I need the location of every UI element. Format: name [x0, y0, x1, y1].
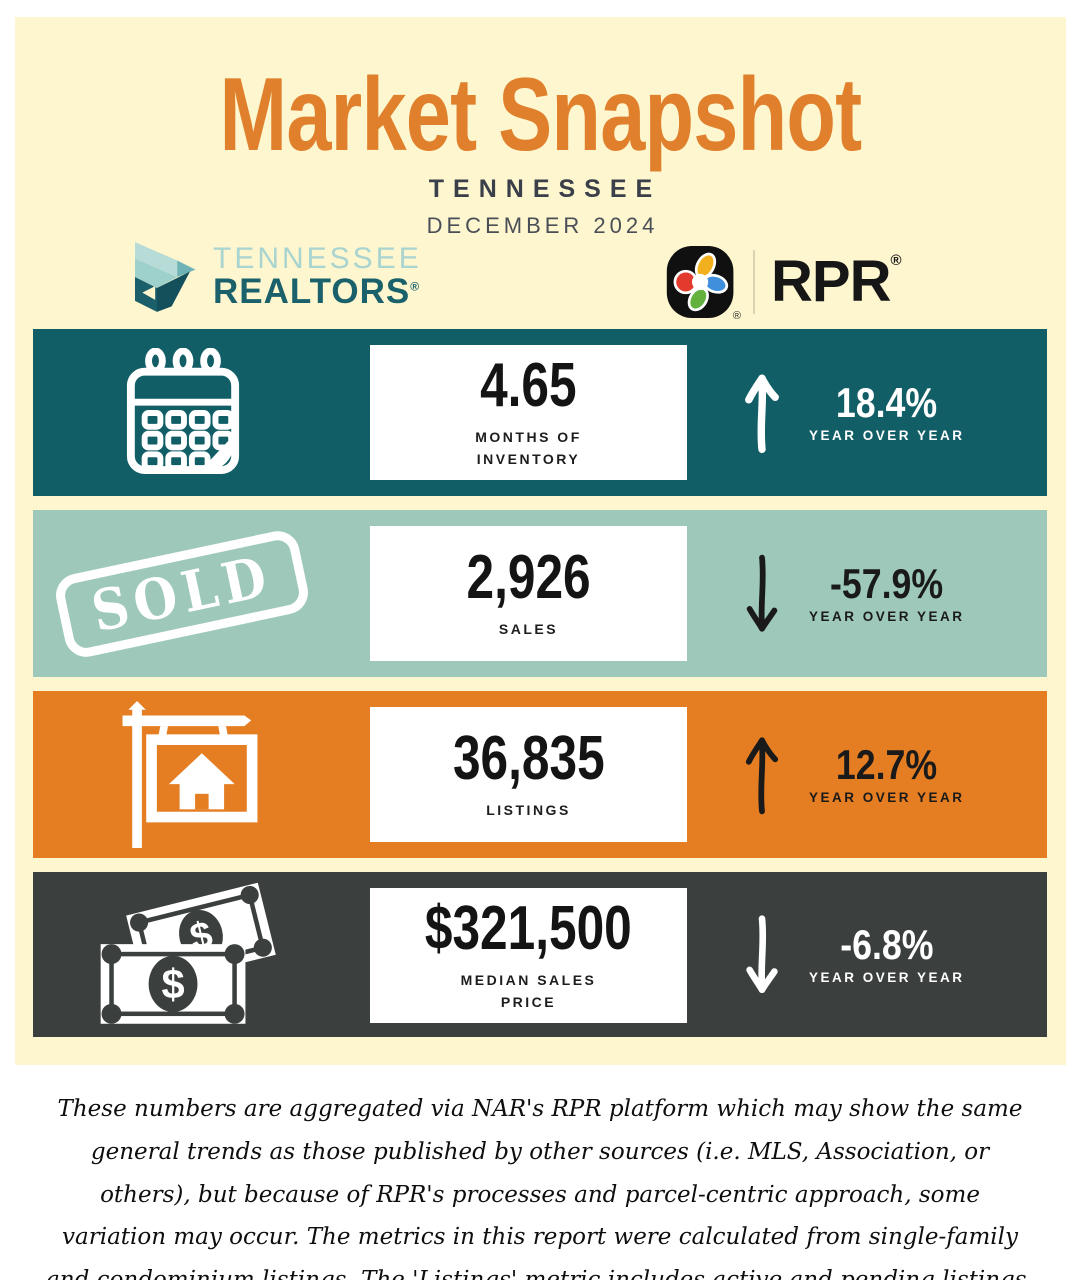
- dollar-glyph: $: [161, 960, 184, 1007]
- tn-logo-line1: TENNESSEE: [213, 241, 422, 275]
- tennessee-realtors-wordmark: TENNESSEE REALTORS®: [213, 243, 422, 311]
- page-title-text: Market Snapshot: [219, 57, 863, 173]
- region-label: TENNESSEE: [428, 175, 662, 203]
- up-arrow-icon: [743, 733, 781, 817]
- metric-change: 18.4% YEAR OVER YEAR: [809, 379, 965, 444]
- metric-value: $321,500: [425, 893, 632, 963]
- metric-value: 36,835: [452, 723, 605, 793]
- metric-row-sales: SOLD 2,926 SALES: [33, 510, 1047, 677]
- disclaimer-text: These numbers are aggregated via NAR's R…: [46, 1096, 1034, 1280]
- metric-card: 36,835 LISTINGS: [370, 707, 687, 842]
- period-label: DECEMBER 2024: [426, 213, 659, 238]
- metric-change: -6.8% YEAR OVER YEAR: [809, 921, 965, 986]
- metric-value: 4.65: [480, 350, 577, 420]
- tn-registered-mark: ®: [410, 279, 421, 294]
- metric-row-median-sales-price: $ $ $321,500 MEDIAN SALES PRICE: [33, 872, 1047, 1037]
- metric-change-percent: -6.8%: [840, 921, 934, 968]
- metric-label: SALES: [498, 620, 559, 637]
- metric-change-zone: 12.7% YEAR OVER YEAR: [687, 691, 1047, 858]
- page-title: Market Snapshot: [15, 57, 1066, 173]
- metric-change-label: YEAR OVER YEAR: [809, 970, 965, 985]
- metric-label: MEDIAN SALES PRICE: [460, 971, 597, 1010]
- metric-change-label: YEAR OVER YEAR: [809, 609, 965, 624]
- sign-post-icon: [33, 691, 370, 858]
- metric-row-months-of-inventory: 4.65 MONTHS OF INVENTORY 18.4% YEAR OV: [33, 329, 1047, 496]
- metric-change-label: YEAR OVER YEAR: [809, 428, 965, 443]
- up-arrow-icon: [743, 371, 781, 455]
- metric-card: 4.65 MONTHS OF INVENTORY: [370, 345, 687, 480]
- metric-change-zone: -6.8% YEAR OVER YEAR: [687, 872, 1047, 1037]
- down-arrow-icon: [743, 552, 781, 636]
- metric-change-percent: -57.9%: [830, 560, 944, 607]
- poster-card: Market Snapshot TENNESSEE DECEMBER 2024 …: [15, 17, 1066, 1065]
- rpr-registered-mark: ®: [890, 252, 901, 269]
- tn-logo-line2: REALTORS®: [213, 274, 422, 311]
- metric-change-percent: 18.4%: [836, 379, 938, 426]
- rpr-wordmark-text: RPR: [771, 249, 891, 314]
- metric-value: 2,926: [466, 542, 591, 612]
- metric-change: 12.7% YEAR OVER YEAR: [809, 741, 965, 806]
- sold-stamp-icon: SOLD: [33, 510, 370, 677]
- rpr-logo: ® RPR®: [665, 244, 902, 322]
- tn-logo-line2-text: REALTORS: [213, 272, 411, 312]
- metric-label: LISTINGS: [486, 801, 571, 818]
- metric-rows: 4.65 MONTHS OF INVENTORY 18.4% YEAR OV: [33, 329, 1047, 1037]
- metric-card: $321,500 MEDIAN SALES PRICE: [370, 888, 687, 1023]
- metric-label: MONTHS OF INVENTORY: [475, 428, 582, 467]
- sold-stamp-border: SOLD: [52, 526, 313, 661]
- rpr-wordmark: RPR®: [771, 252, 902, 311]
- metric-change-label: YEAR OVER YEAR: [809, 790, 965, 805]
- rpr-logo-divider: [753, 250, 755, 314]
- rpr-logo-icon: ®: [665, 244, 741, 322]
- sold-stamp-text: SOLD: [86, 541, 279, 645]
- tennessee-realtors-mark-icon: [135, 240, 201, 314]
- metric-card: 2,926 SALES: [370, 526, 687, 661]
- metric-change-zone: 18.4% YEAR OVER YEAR: [687, 329, 1047, 496]
- metric-row-listings: 36,835 LISTINGS 12.7% YEAR OVER YEAR: [33, 691, 1047, 858]
- logo-row: TENNESSEE REALTORS® ® RPR®: [15, 238, 1066, 328]
- tennessee-realtors-logo: TENNESSEE REALTORS®: [135, 240, 422, 314]
- metric-change-percent: 12.7%: [836, 741, 938, 788]
- calendar-icon: [33, 329, 370, 496]
- rpr-icon-registered-mark: ®: [732, 310, 741, 322]
- metric-change-zone: -57.9% YEAR OVER YEAR: [687, 510, 1047, 677]
- down-arrow-icon: [743, 913, 781, 997]
- money-icon: $ $: [33, 872, 370, 1037]
- metric-change: -57.9% YEAR OVER YEAR: [809, 560, 965, 625]
